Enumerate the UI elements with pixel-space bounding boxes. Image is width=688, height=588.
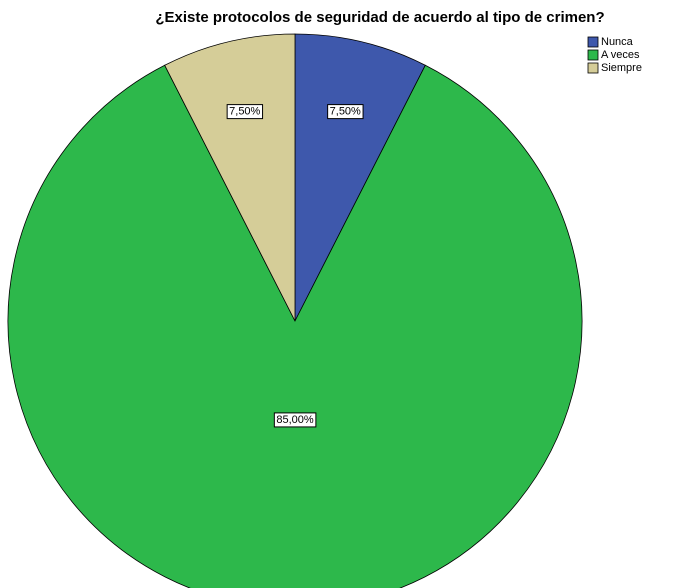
data-label: 7,50%	[330, 106, 361, 118]
chart-title: ¿Existe protocolos de seguridad de acuer…	[155, 9, 604, 26]
data-label-box	[273, 412, 317, 428]
data-label-box	[226, 104, 264, 120]
legend-swatch	[587, 49, 599, 61]
legend-label: Siempre	[601, 62, 642, 74]
data-label: 7,50%	[229, 106, 260, 118]
pie-slice	[7, 64, 583, 588]
legend-swatch	[587, 62, 599, 74]
data-label: 85,00%	[276, 414, 314, 426]
legend-label: Nunca	[601, 36, 634, 48]
data-label-box	[327, 104, 364, 120]
legend-label: A veces	[601, 49, 640, 61]
legend-swatch	[587, 36, 599, 48]
